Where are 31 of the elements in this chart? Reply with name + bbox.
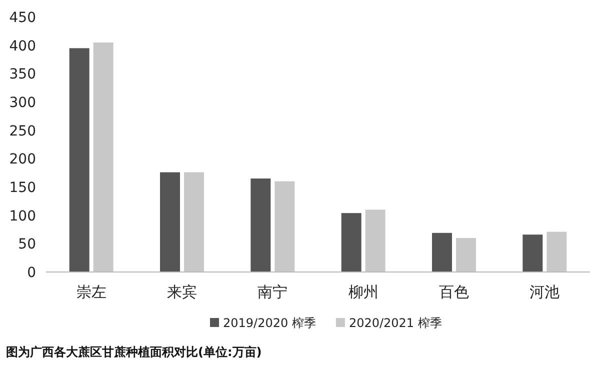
bar <box>432 232 452 272</box>
y-tick-label: 400 <box>9 38 36 54</box>
bar <box>274 181 295 272</box>
bar <box>365 210 386 272</box>
x-tick-label: 河池 <box>530 283 560 301</box>
bar <box>456 238 476 272</box>
y-tick-label: 50 <box>18 236 36 253</box>
y-tick-label: 350 <box>9 66 36 83</box>
legend-label: 2020/2021 榨季 <box>348 316 442 330</box>
y-tick-label: 150 <box>9 180 36 196</box>
y-tick-label: 0 <box>27 265 36 281</box>
bar <box>250 178 271 272</box>
bar <box>184 172 204 272</box>
y-tick-label: 300 <box>9 95 36 111</box>
y-tick-label: 100 <box>9 208 36 224</box>
bar <box>341 213 362 272</box>
x-tick-label: 柳州 <box>348 283 378 301</box>
x-tick-label: 崇左 <box>76 283 106 301</box>
legend-label: 2019/2020 榨季 <box>223 316 316 330</box>
y-tick-label: 450 <box>9 10 36 26</box>
x-tick-label: 百色 <box>439 283 469 301</box>
bar <box>93 42 114 272</box>
y-tick-label: 250 <box>9 123 36 140</box>
bar <box>69 48 90 272</box>
bar <box>546 232 567 272</box>
bar <box>522 234 543 272</box>
x-tick-label: 南宁 <box>258 283 288 301</box>
y-tick-label: 200 <box>9 152 36 168</box>
bar <box>160 172 180 272</box>
x-tick-label: 来宾 <box>167 283 197 301</box>
text: 图为广西各大蔗区甘蔗种植面积对比(单位:万亩) <box>6 345 262 359</box>
